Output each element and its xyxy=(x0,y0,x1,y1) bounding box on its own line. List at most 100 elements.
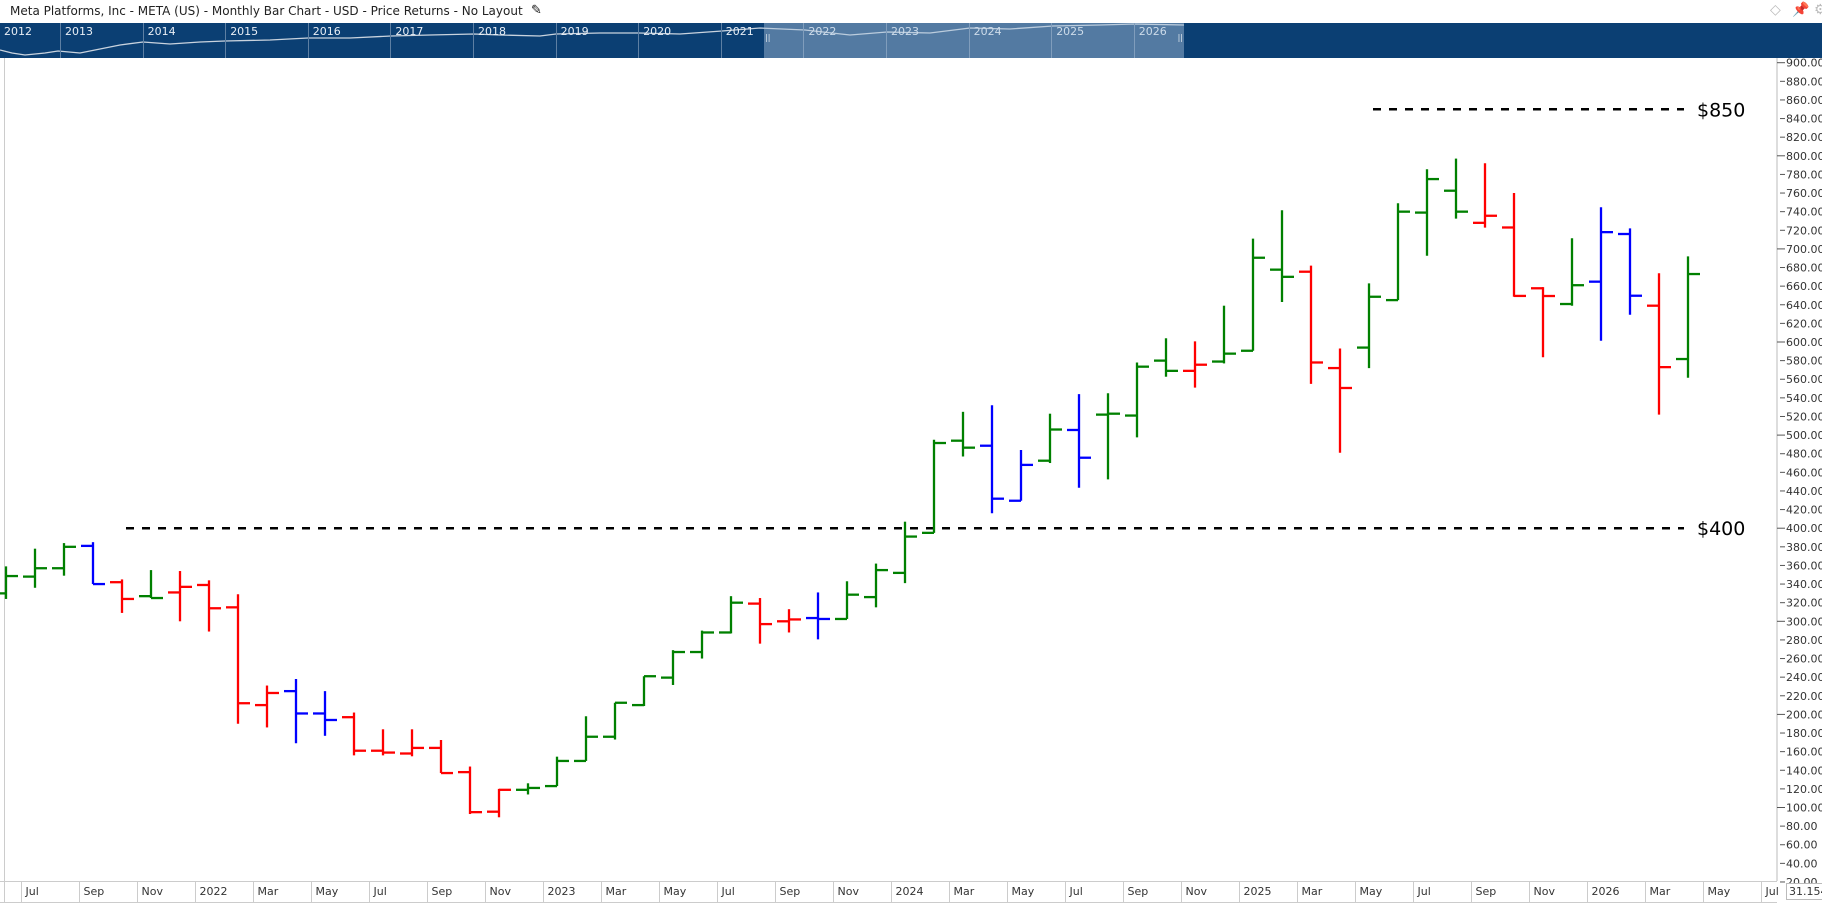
ohlc-bar-2025-10[interactable] xyxy=(1502,193,1526,298)
navigator-year-2025[interactable]: 2025 xyxy=(1051,23,1134,58)
x-axis-tick-label: Jul xyxy=(25,885,39,898)
ohlc-bar-2024-12[interactable] xyxy=(1212,305,1236,364)
ohlc-bar-2024-04[interactable] xyxy=(980,405,1004,514)
diamond-icon[interactable]: ◇ xyxy=(1770,2,1781,18)
ohlc-bar-2023-05[interactable] xyxy=(661,650,685,685)
ohlc-bar-2021-08[interactable] xyxy=(52,543,76,576)
ohlc-bar-2022-09[interactable] xyxy=(429,740,453,775)
ohlc-bar-2026-01[interactable] xyxy=(1589,207,1613,341)
y-axis-tick-label: 600.00 xyxy=(1786,336,1822,349)
navigator-year-2022[interactable]: 2022 xyxy=(803,23,886,58)
y-axis-tick-label: 620.00 xyxy=(1786,317,1822,330)
pencil-icon[interactable]: ✎ xyxy=(531,3,542,18)
ohlc-bar-2023-04[interactable] xyxy=(632,675,656,707)
ohlc-bar-2023-09[interactable] xyxy=(777,609,801,633)
ohlc-bar-2026-04[interactable] xyxy=(1676,256,1700,378)
navigator-year-2012[interactable]: 2012 xyxy=(0,23,82,58)
ohlc-bar-2022-12[interactable] xyxy=(516,783,540,795)
navigator-year-2019[interactable]: 2019 xyxy=(555,23,639,58)
navigator-year-label: 2016 xyxy=(312,25,341,38)
ohlc-bar-2025-02[interactable] xyxy=(1270,210,1294,302)
navigator-left-handle[interactable]: || xyxy=(765,33,771,42)
ohlc-bar-2023-12[interactable] xyxy=(864,563,888,608)
y-axis-tick-label: 320.00 xyxy=(1786,597,1822,610)
ohlc-bar-2024-08[interactable] xyxy=(1096,393,1120,480)
y-axis-tick-label: 520.00 xyxy=(1786,410,1822,423)
settings-icon[interactable]: ⚙ xyxy=(1814,2,1822,18)
navigator-year-2016[interactable]: 2016 xyxy=(307,23,391,58)
ohlc-bar-2025-04[interactable] xyxy=(1328,348,1352,453)
navigator-selection-window[interactable]: || || xyxy=(764,23,1184,58)
navigator-year-label: 2017 xyxy=(395,25,424,38)
ohlc-bar-2023-10[interactable] xyxy=(806,592,830,640)
ohlc-bar-2022-01[interactable] xyxy=(197,580,221,632)
ohlc-bar-2024-03[interactable] xyxy=(951,411,975,457)
ohlc-bar-2022-11[interactable] xyxy=(487,788,511,818)
navigator-year-2018[interactable]: 2018 xyxy=(473,23,556,58)
ohlc-bar-2025-12[interactable] xyxy=(1560,238,1584,306)
navigator-year-label: 2019 xyxy=(560,25,589,38)
ohlc-bar-2024-10[interactable] xyxy=(1154,338,1178,377)
y-axis-tick-label: 480.00 xyxy=(1786,448,1822,461)
ohlc-bar-2021-06[interactable] xyxy=(0,566,18,599)
ohlc-bar-2021-07[interactable] xyxy=(23,548,47,588)
navigator-year-2015[interactable]: 2015 xyxy=(225,23,308,58)
ohlc-bar-2022-08[interactable] xyxy=(400,729,424,757)
y-axis-tick-label: 880.00 xyxy=(1786,75,1822,88)
ohlc-bar-2024-06[interactable] xyxy=(1038,413,1062,464)
ohlc-bar-2025-07[interactable] xyxy=(1415,169,1439,256)
navigator-year-2024[interactable]: 2024 xyxy=(968,23,1052,58)
y-axis-tick-label: 200.00 xyxy=(1786,708,1822,721)
navigator-year-2026[interactable]: 2026 xyxy=(1133,23,1217,58)
navigator-year-2023[interactable]: 2023 xyxy=(886,23,969,58)
ohlc-bar-2023-11[interactable] xyxy=(835,581,859,621)
ohlc-bar-2022-06[interactable] xyxy=(342,712,366,756)
navigator-right-handle[interactable]: || xyxy=(1177,33,1183,42)
ohlc-bar-2025-11[interactable] xyxy=(1531,287,1555,358)
x-axis-tick: Sep xyxy=(426,882,485,902)
ohlc-bar-2022-07[interactable] xyxy=(371,729,395,756)
ohlc-bar-2024-07[interactable] xyxy=(1067,394,1091,488)
ohlc-bar-2022-02[interactable] xyxy=(226,594,250,724)
ohlc-bar-2023-08[interactable] xyxy=(748,598,772,644)
ohlc-bar-2021-10[interactable] xyxy=(110,579,134,613)
ohlc-bar-2025-03[interactable] xyxy=(1299,265,1323,384)
x-axis-tick: Nov xyxy=(1180,882,1239,902)
ohlc-bar-2026-02[interactable] xyxy=(1618,228,1642,315)
ohlc-bar-2023-03[interactable] xyxy=(603,701,627,740)
ohlc-bar-2022-04[interactable] xyxy=(284,679,308,744)
navigator-year-2014[interactable]: 2014 xyxy=(142,23,226,58)
ohlc-bar-2023-02[interactable] xyxy=(574,716,598,763)
ohlc-bar-2024-02[interactable] xyxy=(922,439,946,535)
navigator-year-label: 2020 xyxy=(643,25,672,38)
navigator-year-2020[interactable]: 2020 xyxy=(638,23,721,58)
ohlc-bar-2023-07[interactable] xyxy=(719,596,743,634)
ohlc-bar-2021-11[interactable] xyxy=(139,570,163,600)
ohlc-bar-2022-10[interactable] xyxy=(458,766,482,815)
y-axis-tick-label: 300.00 xyxy=(1786,615,1822,628)
ohlc-bar-2024-11[interactable] xyxy=(1183,341,1207,388)
ohlc-bar-2025-01[interactable] xyxy=(1241,238,1265,352)
ohlc-bar-2024-01[interactable] xyxy=(893,521,917,584)
x-axis-tick: Nov xyxy=(1528,882,1587,902)
pin-icon[interactable]: 📌 xyxy=(1792,2,1810,18)
ohlc-bar-2022-03[interactable] xyxy=(255,685,279,728)
ohlc-bar-2022-05[interactable] xyxy=(313,691,337,736)
ohlc-bar-2025-06[interactable] xyxy=(1386,203,1410,302)
ohlc-bar-2024-05[interactable] xyxy=(1009,449,1033,502)
ohlc-bar-2026-03[interactable] xyxy=(1647,273,1671,415)
ohlc-bar-2025-05[interactable] xyxy=(1357,283,1381,369)
navigator-year-2017[interactable]: 2017 xyxy=(390,23,473,58)
navigator-year-2013[interactable]: 2013 xyxy=(60,23,143,58)
ohlc-bar-2021-09[interactable] xyxy=(81,542,105,586)
ohlc-bar-2021-12[interactable] xyxy=(168,571,192,622)
ohlc-bar-2025-09[interactable] xyxy=(1473,163,1497,228)
ohlc-bar-2023-01[interactable] xyxy=(545,756,569,788)
ohlc-bar-2023-06[interactable] xyxy=(690,630,714,659)
x-axis-tick: 2025 xyxy=(1238,882,1297,902)
time-navigator[interactable]: 2012 2013 2014 2015 2016 2017 2018 2019 2020 2021… xyxy=(0,23,1822,58)
ohlc-bar-2024-09[interactable] xyxy=(1125,362,1149,438)
navigator-year-2021[interactable]: 2021 xyxy=(720,23,804,58)
ohlc-bar-2025-08[interactable] xyxy=(1444,158,1468,219)
